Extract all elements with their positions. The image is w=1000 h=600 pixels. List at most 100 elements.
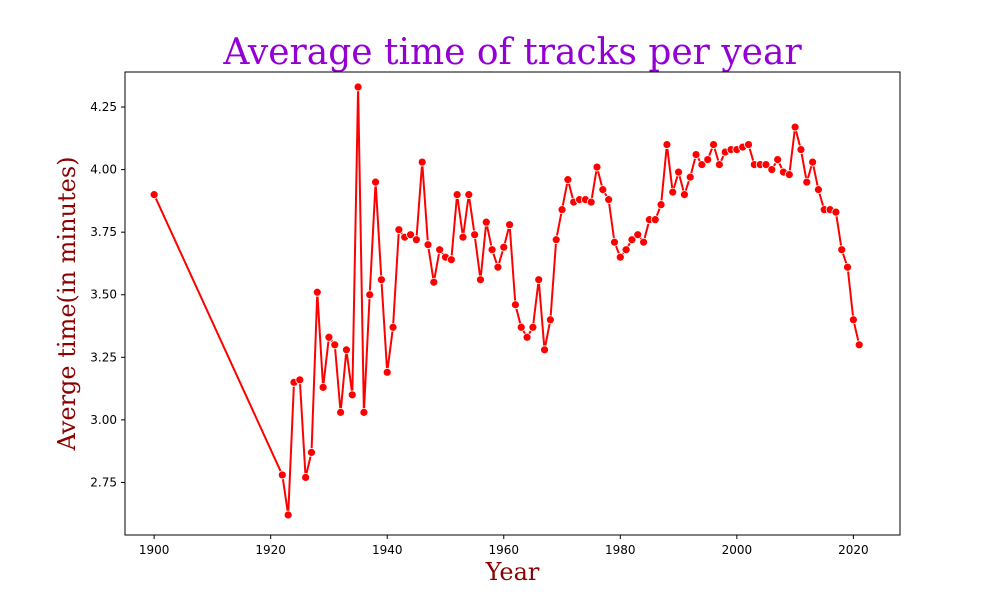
plot-frame	[124, 71, 901, 536]
data-point	[557, 205, 567, 215]
data-point	[691, 150, 701, 159]
data-point	[359, 407, 369, 417]
data-point	[808, 157, 817, 167]
y-tick-label: 4.00	[90, 163, 117, 177]
data-point	[371, 177, 380, 187]
data-point	[511, 300, 520, 310]
data-point	[773, 155, 783, 164]
y-tick-label: 3.75	[90, 225, 117, 239]
data-point	[516, 322, 526, 332]
data-point	[714, 160, 724, 170]
data-point	[353, 82, 363, 92]
data-point	[639, 237, 649, 247]
data-point	[784, 170, 794, 180]
data-point	[423, 240, 433, 250]
data-point	[499, 242, 509, 252]
data-point	[592, 162, 602, 172]
data-point	[551, 235, 561, 245]
data-point	[476, 275, 485, 285]
data-point	[534, 275, 544, 285]
data-point	[522, 332, 532, 342]
data-point	[586, 197, 596, 207]
data-point	[277, 470, 287, 480]
data-point	[382, 367, 392, 377]
data-point	[429, 277, 439, 287]
data-point	[848, 315, 858, 325]
data-point	[528, 322, 538, 332]
data-point	[347, 390, 357, 400]
data-point	[563, 175, 573, 185]
data-point	[650, 215, 660, 225]
data-point	[761, 160, 771, 170]
x-tick-label: 1900	[139, 543, 170, 557]
data-point	[697, 160, 707, 170]
data-point	[464, 190, 474, 200]
data-point	[470, 230, 480, 240]
data-point	[796, 145, 806, 154]
data-point	[767, 165, 777, 175]
data-point	[837, 245, 847, 255]
data-point	[312, 287, 322, 297]
data-point	[301, 473, 311, 482]
data-point	[365, 290, 375, 300]
data-point	[685, 172, 695, 182]
x-tick-label: 2020	[838, 543, 869, 557]
x-tick-label: 1980	[605, 543, 636, 557]
data-point	[679, 190, 689, 200]
data-point	[633, 230, 643, 240]
data-point	[149, 190, 159, 200]
x-tick-label: 1920	[255, 543, 286, 557]
series-line	[153, 86, 861, 516]
data-point	[674, 167, 683, 177]
data-point	[295, 375, 305, 385]
data-point	[615, 252, 625, 262]
data-point	[411, 235, 421, 245]
y-tick-label: 3.00	[90, 413, 117, 427]
data-point	[656, 200, 666, 210]
data-point	[394, 225, 404, 235]
data-point	[324, 332, 334, 342]
data-point	[505, 220, 514, 230]
x-axis-title: Year	[485, 558, 540, 586]
chart-title: Average time of tracks per year	[222, 32, 802, 73]
data-point	[330, 340, 340, 350]
data-point	[458, 232, 468, 242]
data-point	[831, 207, 841, 217]
data-point	[540, 345, 549, 355]
series-group	[149, 82, 864, 520]
data-point	[854, 340, 864, 350]
y-axis: 2.75 3.00 3.25 3.50 3.75 4.00 4.25	[90, 100, 125, 489]
data-point	[446, 255, 456, 265]
y-axis-title: Averge time(in minutes)	[53, 156, 81, 451]
data-point	[598, 185, 608, 195]
data-point	[336, 407, 346, 417]
data-point	[744, 140, 753, 149]
data-point	[814, 185, 823, 195]
data-point	[545, 315, 555, 325]
y-tick-label: 2.75	[90, 475, 117, 489]
data-point	[627, 235, 637, 245]
data-point	[342, 345, 351, 355]
data-point	[388, 322, 398, 332]
data-point	[610, 237, 619, 247]
data-point	[452, 190, 462, 200]
y-tick-label: 3.25	[90, 350, 117, 364]
y-tick-label: 4.25	[90, 100, 117, 114]
x-tick-label: 1960	[488, 543, 519, 557]
data-point	[709, 140, 718, 149]
data-point	[703, 155, 713, 164]
data-point	[662, 140, 672, 149]
data-point	[417, 157, 427, 167]
data-point	[790, 122, 800, 132]
y-tick-label: 3.50	[90, 288, 117, 302]
data-point	[493, 262, 503, 272]
x-axis: 1900 1920 1940 1960 1980 2000 2020	[139, 535, 869, 557]
data-point	[435, 245, 445, 255]
data-point	[376, 275, 386, 285]
data-point	[487, 245, 497, 255]
x-tick-label: 2000	[722, 543, 753, 557]
data-point	[604, 195, 614, 205]
data-point	[802, 177, 812, 187]
data-point	[406, 230, 415, 240]
